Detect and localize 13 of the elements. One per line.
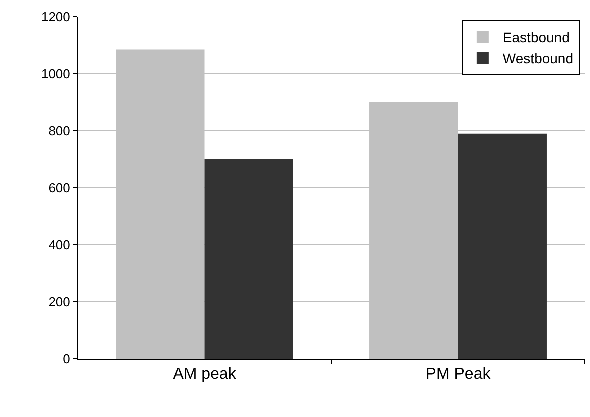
legend-label: Eastbound [502,29,570,46]
y-tick-label: 0 [63,352,70,367]
bar [204,160,294,359]
legend-label: Westbound [502,50,574,67]
x-tick-label: PM Peak [426,366,492,384]
y-tick-label: 800 [48,124,70,139]
y-tick-label: 200 [48,294,70,310]
y-tick-label: 400 [48,238,70,253]
x-tick-label: AM peak [173,366,238,384]
y-tick-label: 1000 [41,66,70,82]
y-tick-label: 600 [48,180,70,196]
bar [458,134,547,359]
y-tick-label: 1200 [41,10,70,25]
